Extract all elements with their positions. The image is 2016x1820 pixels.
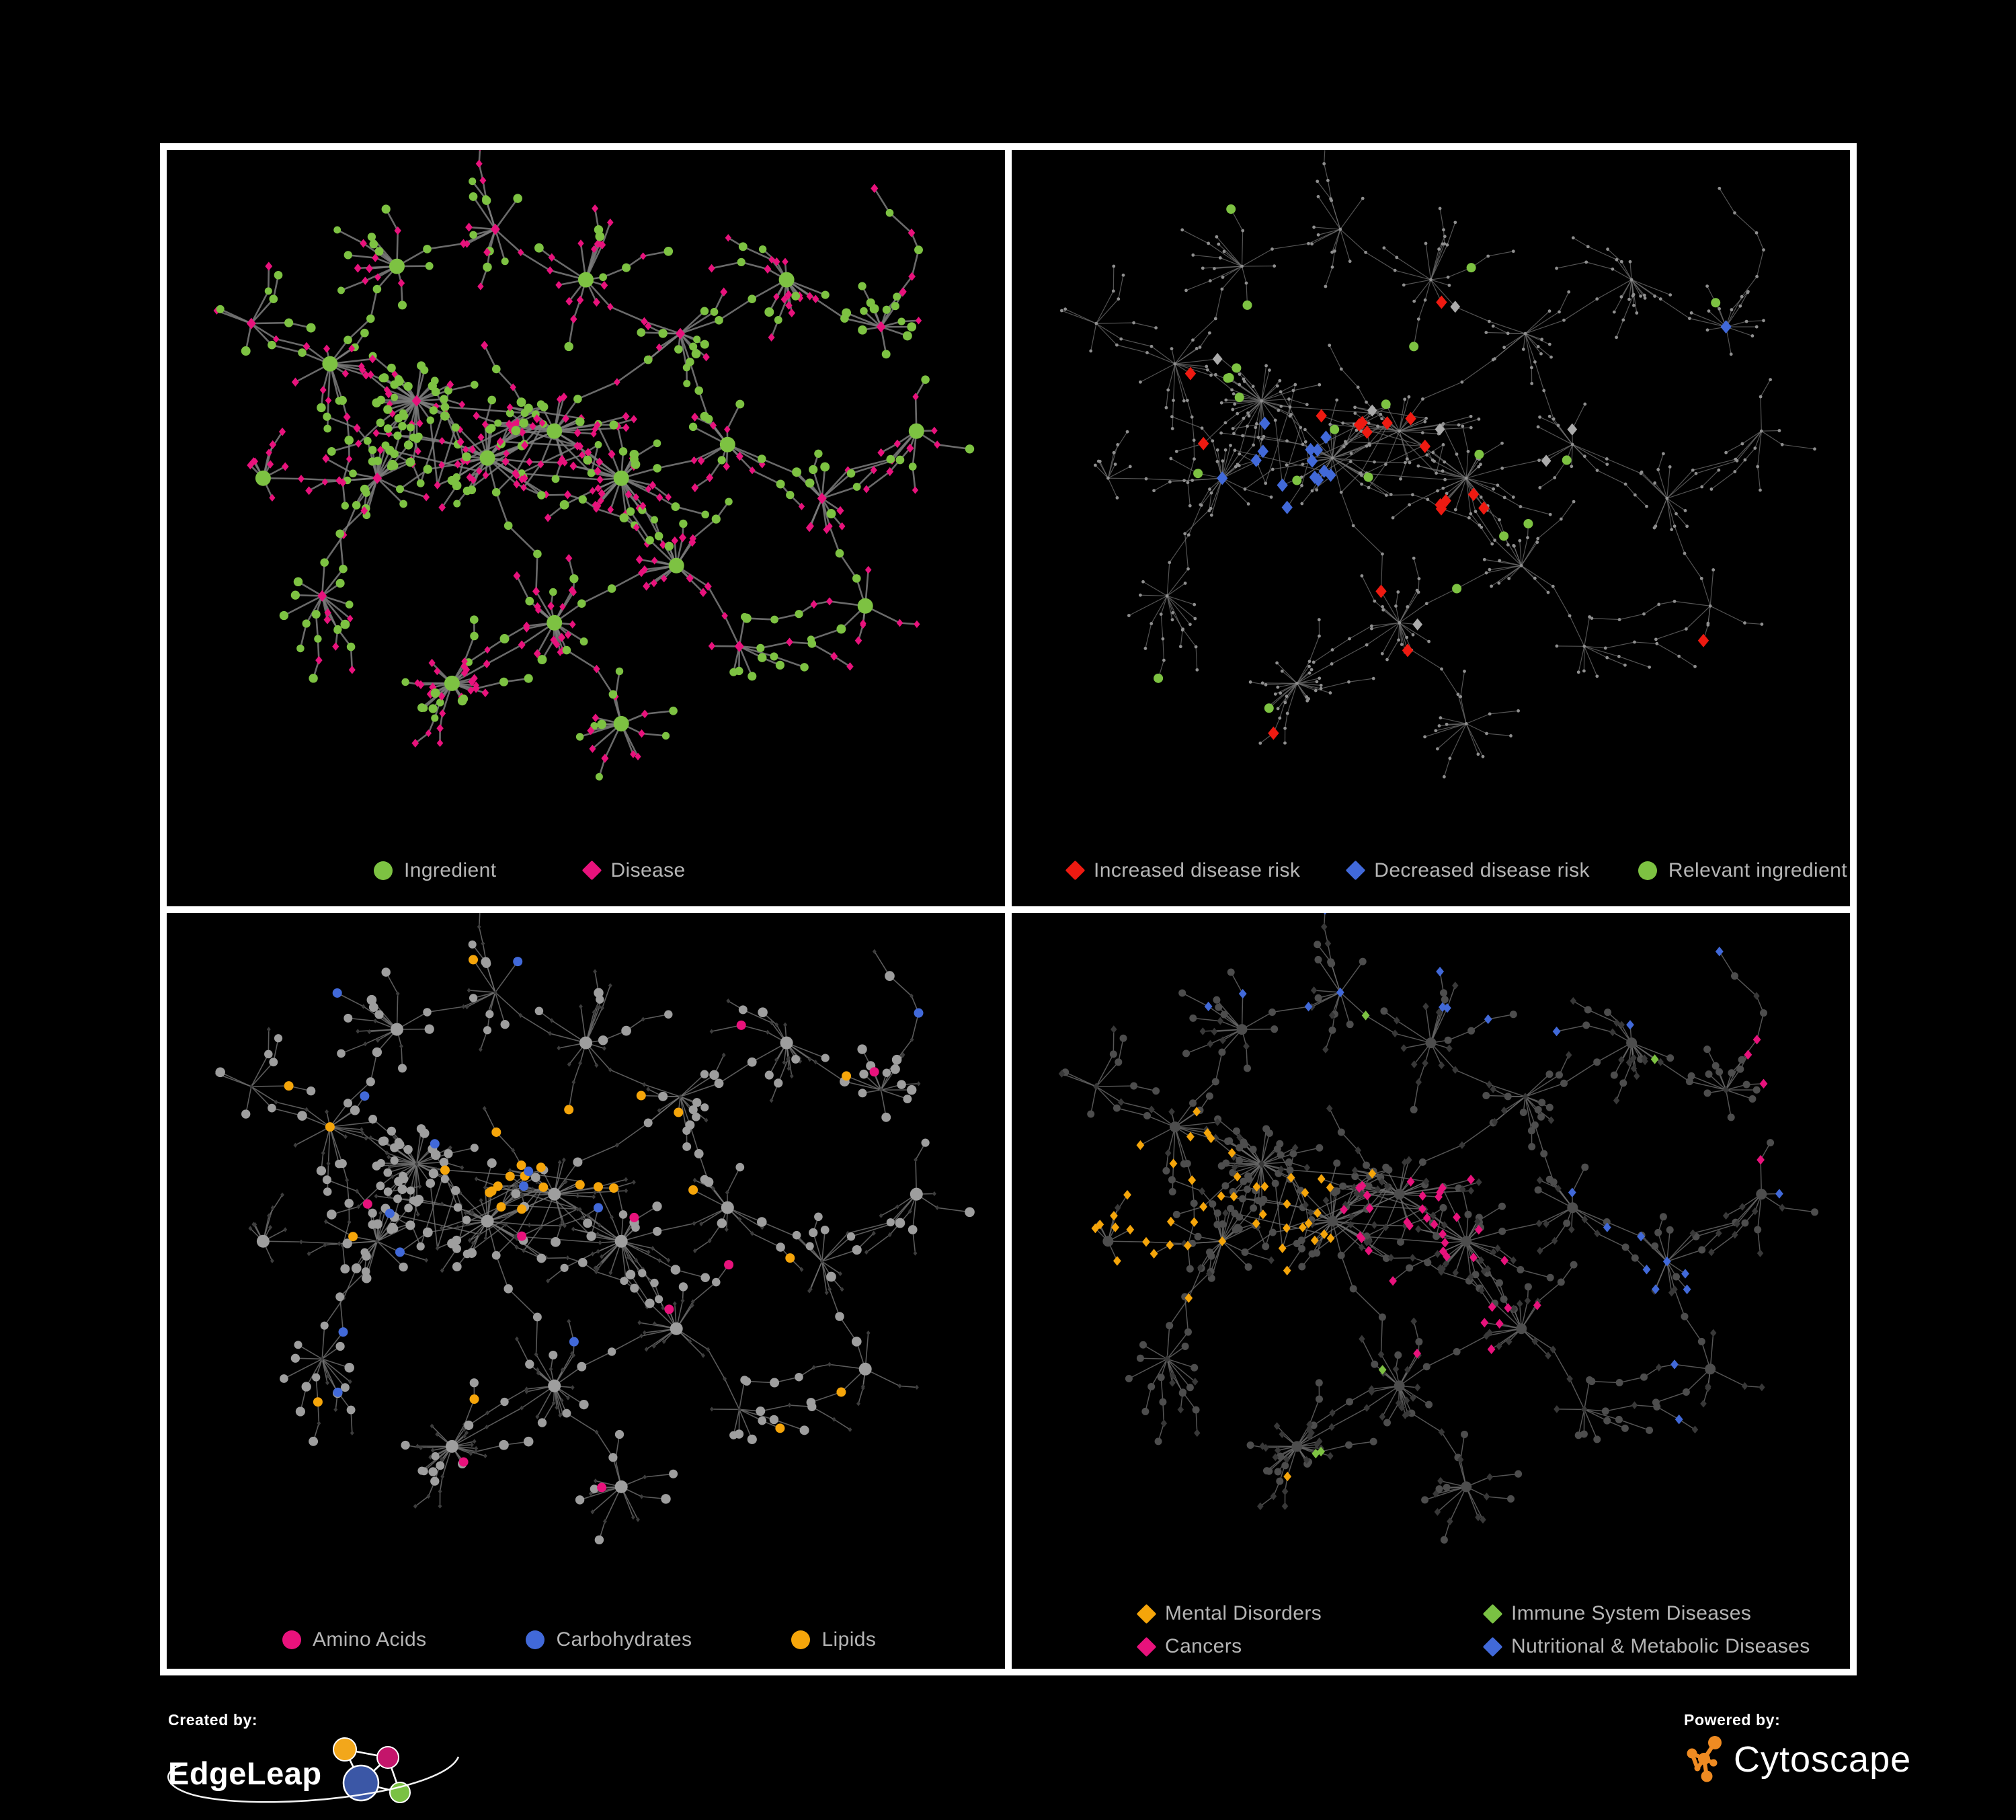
cytoscape-credit: Powered by: Cytoscape bbox=[1684, 1711, 1911, 1786]
decreased-disease-risk-swatch-icon bbox=[1345, 860, 1366, 881]
legend-label: Decreased disease risk bbox=[1374, 859, 1590, 881]
legend-item-ingredient: Ingredient bbox=[374, 859, 496, 882]
legend-ingredient-classes: Amino Acids Carbohydrates Lipids bbox=[167, 1628, 1005, 1651]
legend-label: Amino Acids bbox=[313, 1628, 427, 1651]
legend-label: Relevant ingredient bbox=[1668, 859, 1847, 881]
legend-label: Ingredient bbox=[404, 859, 497, 881]
edgeleap-credit: Created by: EdgeLeap bbox=[167, 1711, 518, 1812]
legend-disease-categories: Mental Disorders Immune System Diseases Ca… bbox=[1012, 1602, 1850, 1658]
nutritional-and-metabolic-diseases-swatch-icon bbox=[1482, 1636, 1503, 1657]
legend-disease-risk: Increased disease risk Decreased disease … bbox=[1012, 859, 1850, 882]
legend-item-relevant-ingredient: Relevant ingredient bbox=[1638, 859, 1847, 882]
legend-label: Cancers bbox=[1165, 1635, 1242, 1657]
legend-ingredient-disease: Ingredient Disease bbox=[167, 859, 1005, 882]
legend-label: Increased disease risk bbox=[1094, 859, 1301, 881]
legend-label: Carbohydrates bbox=[556, 1628, 692, 1651]
carbohydrates-swatch-icon bbox=[526, 1630, 545, 1649]
legend-item-decreased-disease-risk: Decreased disease risk bbox=[1345, 859, 1590, 882]
legend-item-lipids: Lipids bbox=[791, 1628, 876, 1651]
legend-item-mental-disorders: Mental Disorders bbox=[1136, 1602, 1486, 1625]
network-graph-disease-categories bbox=[1058, 912, 1818, 1544]
network-graph-ingredient-classes bbox=[214, 912, 975, 1544]
legend-item-carbohydrates: Carbohydrates bbox=[526, 1628, 692, 1651]
lipids-swatch-icon bbox=[791, 1630, 811, 1649]
immune-system-diseases-swatch-icon bbox=[1482, 1604, 1503, 1624]
legend-label: Nutritional & Metabolic Diseases bbox=[1511, 1635, 1810, 1657]
powered-by-label: Powered by: bbox=[1684, 1711, 1781, 1729]
legend-item-increased-disease-risk: Increased disease risk bbox=[1065, 859, 1301, 882]
edgeleap-wordmark: EdgeLeap bbox=[168, 1755, 322, 1791]
panel-ingredient-classes: Amino Acids Carbohydrates Lipids bbox=[167, 912, 1005, 1669]
cytoscape-wordmark: Cytoscape bbox=[1734, 1739, 1912, 1780]
increased-disease-risk-swatch-icon bbox=[1065, 860, 1086, 881]
legend-item-amino-acids: Amino Acids bbox=[282, 1628, 426, 1651]
legend-label: Disease bbox=[610, 859, 686, 881]
amino-acids-swatch-icon bbox=[282, 1630, 301, 1649]
created-by-label: Created by: bbox=[168, 1711, 258, 1729]
cytoscape-logo-icon bbox=[1687, 1736, 1722, 1782]
network-graph-ingredient-disease bbox=[213, 150, 975, 781]
edgeleap-logo-icon bbox=[332, 1737, 411, 1803]
relevant-ingredient-swatch-icon bbox=[1638, 861, 1657, 880]
legend-label: Mental Disorders bbox=[1165, 1602, 1322, 1624]
panel-disease-categories: Mental Disorders Immune System Diseases Ca… bbox=[1012, 912, 1850, 1669]
ingredient-swatch-icon bbox=[374, 861, 393, 880]
cancers-swatch-icon bbox=[1136, 1636, 1157, 1657]
network-graph-disease-risk bbox=[1060, 150, 1816, 779]
legend-item-nutritional-and-metabolic-diseases: Nutritional & Metabolic Diseases bbox=[1482, 1635, 1850, 1658]
panel-disease-risk: Increased disease risk Decreased disease … bbox=[1012, 150, 1850, 906]
panel-ingredient-disease: Ingredient Disease bbox=[167, 150, 1005, 906]
legend-label: Lipids bbox=[821, 1628, 877, 1651]
legend-item-disease: Disease bbox=[582, 859, 686, 882]
panel-grid: Ingredient Disease Increased disease risk… bbox=[160, 143, 1857, 1675]
disease-swatch-icon bbox=[582, 860, 602, 881]
legend-item-immune-system-diseases: Immune System Diseases bbox=[1482, 1602, 1850, 1625]
mental-disorders-swatch-icon bbox=[1136, 1604, 1157, 1624]
legend-item-cancers: Cancers bbox=[1136, 1635, 1486, 1658]
legend-label: Immune System Diseases bbox=[1511, 1602, 1752, 1624]
